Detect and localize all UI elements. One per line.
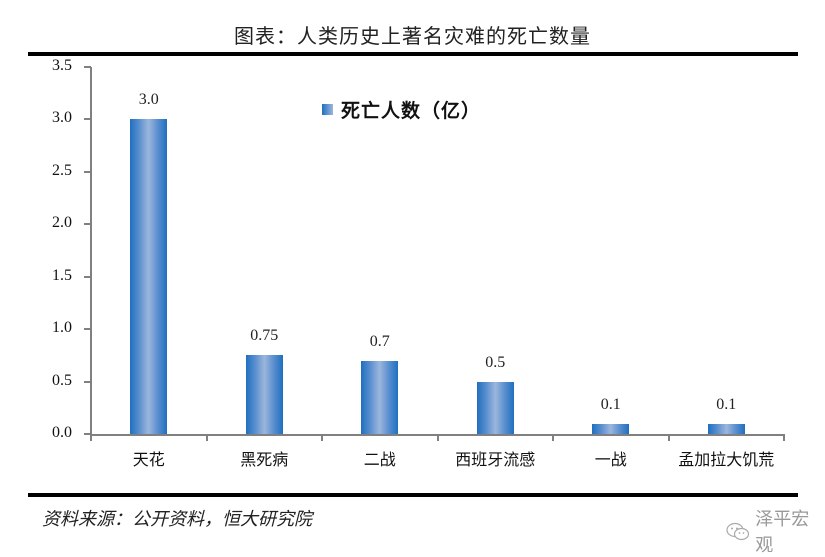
y-tick-label: 2.5 [52, 161, 72, 179]
y-tick-label: 0.5 [52, 371, 72, 389]
x-category-label: 二战 [363, 450, 396, 469]
bar [707, 423, 745, 434]
y-tick-label: 3.0 [52, 109, 72, 127]
source-note: 资料来源：公开资料，恒大研究院 [42, 509, 312, 530]
x-category-label: 孟加拉大饥荒 [678, 450, 775, 469]
bar [592, 423, 630, 434]
bar-value-label: 0.7 [369, 332, 390, 350]
x-category-label: 西班牙流感 [455, 450, 536, 469]
bar [476, 381, 514, 434]
x-tick [321, 434, 323, 441]
y-tick [84, 223, 91, 226]
x-category-label: 黑死病 [240, 450, 289, 469]
chart-title: 图表：人类历史上著名灾难的死亡数量 [234, 24, 591, 48]
y-tick [84, 328, 91, 331]
x-category-label: 天花 [132, 450, 165, 469]
y-tick-label: 3.5 [52, 57, 72, 74]
bar [245, 355, 283, 434]
y-tick [84, 118, 91, 121]
watermark: 泽平宏观 [726, 505, 825, 557]
bar-chart: 死亡人数（亿） 3.5 3.0 2.5 2.0 1.5 1.0 0.5 0.0 3.0 天花 0.7… [52, 57, 785, 469]
legend: 死亡人数（亿） [322, 96, 481, 123]
bar-value-label: 0.75 [250, 327, 279, 345]
bar [361, 360, 399, 434]
bar-value-label: 0.1 [600, 395, 621, 413]
bar-value-label: 0.1 [716, 395, 737, 413]
y-tick-label: 1.5 [52, 266, 72, 284]
y-axis [90, 67, 92, 436]
y-tick [84, 66, 91, 68]
y-tick [84, 170, 91, 173]
y-tick [84, 433, 91, 435]
legend-swatch [322, 104, 333, 115]
x-tick [205, 434, 208, 441]
bar-value-label: 3.0 [138, 91, 159, 109]
y-tick [84, 275, 91, 278]
y-tick [84, 380, 91, 383]
top-divider [28, 52, 798, 56]
wechat-icon [726, 522, 750, 541]
bottom-divider [28, 493, 798, 497]
y-tick-label: 2.0 [52, 214, 72, 232]
x-tick [783, 434, 785, 441]
y-tick-label: 1.0 [52, 319, 72, 337]
x-category-label: 一战 [594, 450, 627, 469]
watermark-text: 泽平宏观 [755, 509, 810, 556]
y-tick-label: 0.0 [52, 424, 72, 441]
x-tick [667, 434, 670, 441]
bar [130, 119, 168, 434]
x-tick [436, 434, 439, 441]
x-tick [552, 434, 554, 441]
x-tick [90, 434, 92, 441]
bar-value-label: 0.5 [485, 353, 506, 371]
legend-label: 死亡人数（亿） [341, 100, 482, 122]
